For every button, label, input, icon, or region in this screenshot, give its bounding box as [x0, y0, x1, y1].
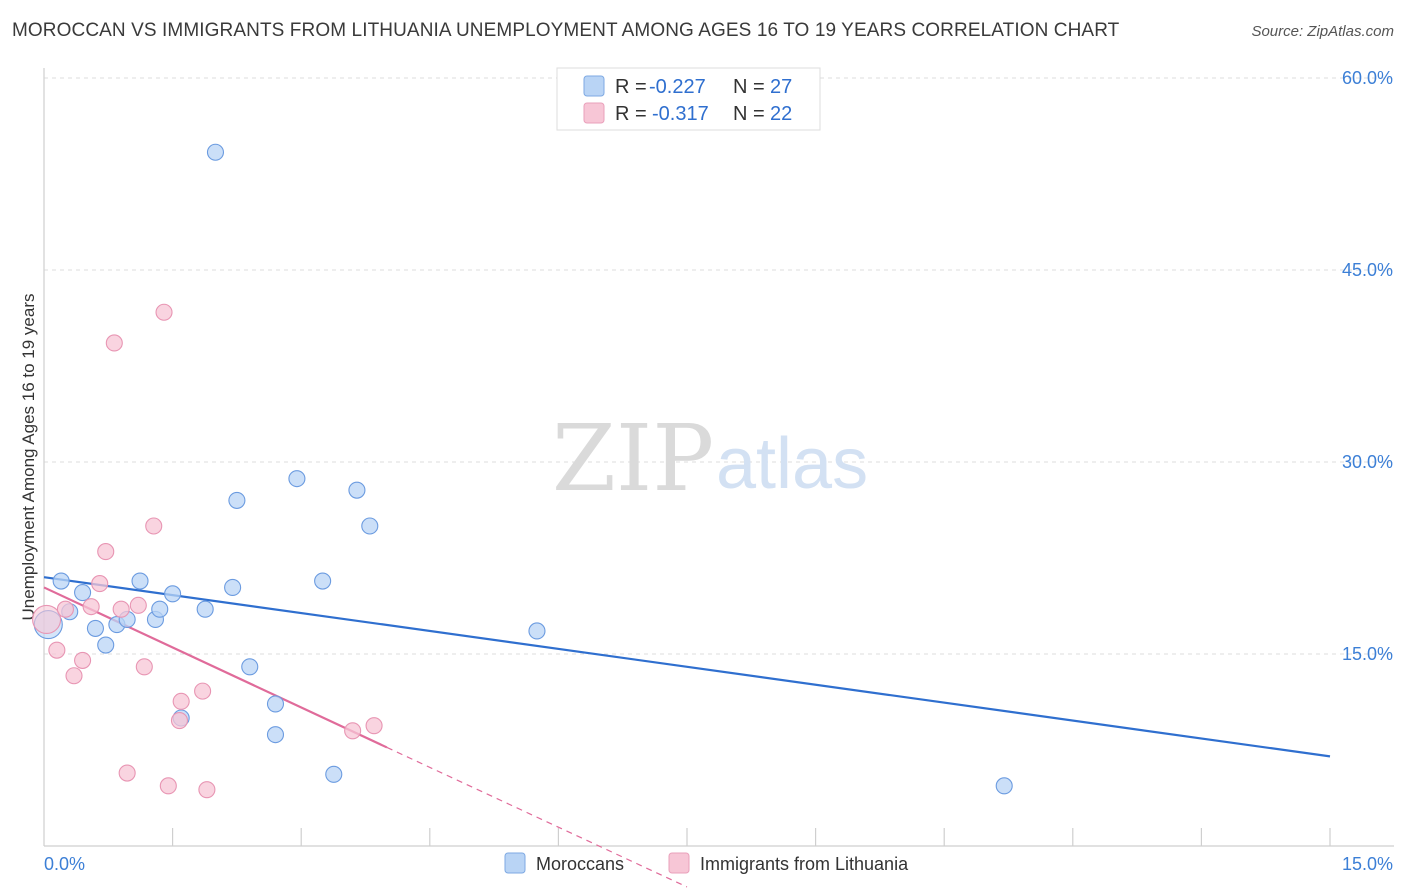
point-moroccans [131, 572, 149, 590]
point-lithuania [48, 641, 66, 659]
point-lithuania [32, 604, 62, 634]
point-moroccans [528, 622, 546, 640]
point-lithuania [74, 651, 92, 669]
point-moroccans [86, 619, 104, 637]
series-legend: Moroccans Immigrants from Lithuania [504, 852, 909, 874]
point-moroccans [361, 517, 379, 535]
trend-line-lithuania [43, 586, 388, 749]
point-lithuania [82, 598, 100, 616]
point-lithuania [118, 764, 136, 782]
y-tick-label: 30.0% [1342, 452, 1393, 472]
point-moroccans [995, 777, 1013, 795]
bottom-legend-swatch-lithuania [668, 852, 690, 874]
point-moroccans [196, 600, 214, 618]
chart-title: MOROCCAN VS IMMIGRANTS FROM LITHUANIA UN… [12, 20, 1120, 41]
point-moroccans [151, 600, 169, 618]
point-lithuania [105, 334, 123, 352]
y-tick-label: 45.0% [1342, 260, 1393, 280]
gridlines [44, 77, 1394, 655]
bottom-legend-label-moroccans: Moroccans [536, 854, 624, 874]
point-lithuania [194, 682, 212, 700]
point-lithuania [91, 575, 109, 593]
point-lithuania [56, 600, 74, 618]
trend-lines [43, 576, 1331, 888]
x-tick-label-max: 15.0% [1342, 854, 1393, 874]
legend-n-label-1: N = [733, 76, 765, 98]
point-moroccans [52, 572, 70, 590]
correlation-legend: R = -0.227 N = 27 R = -0.317 N = 22 [556, 67, 821, 131]
point-moroccans [74, 584, 92, 602]
point-lithuania [159, 777, 177, 795]
point-moroccans [314, 572, 332, 590]
point-lithuania [172, 692, 190, 710]
legend-r-label-2: R = [615, 103, 647, 125]
legend-r-value-2: -0.317 [652, 103, 709, 125]
trend-extension-lithuania [386, 746, 688, 888]
trend-line-moroccans [43, 576, 1331, 758]
point-lithuania [112, 600, 130, 618]
point-moroccans [325, 765, 343, 783]
point-moroccans [164, 585, 182, 603]
point-moroccans [97, 636, 115, 654]
point-lithuania [97, 543, 115, 561]
legend-swatch-moroccans [583, 75, 605, 97]
data-points [32, 143, 1013, 799]
bottom-legend-label-lithuania: Immigrants from Lithuania [700, 854, 909, 874]
watermark-zip: ZIP [552, 405, 714, 512]
x-ticks [172, 828, 1331, 846]
legend-n-value-1: 27 [770, 76, 792, 98]
legend-swatch-lithuania [583, 102, 605, 124]
point-lithuania [65, 667, 83, 685]
legend-r-label-1: R = [615, 76, 647, 98]
point-lithuania [365, 717, 383, 735]
source-label: Source: ZipAtlas.com [1251, 23, 1394, 40]
point-lithuania [198, 781, 216, 799]
y-tick-labels: 15.0% 30.0% 45.0% 60.0% [1342, 68, 1393, 664]
bottom-legend-swatch-moroccans [504, 852, 526, 874]
point-moroccans [206, 143, 225, 161]
point-moroccans [266, 695, 285, 713]
point-moroccans [228, 491, 246, 509]
point-lithuania [135, 658, 153, 676]
legend-n-value-2: 22 [770, 103, 792, 125]
point-lithuania [170, 712, 189, 730]
point-moroccans [348, 481, 366, 499]
point-moroccans [241, 658, 259, 676]
y-tick-label: 60.0% [1342, 68, 1393, 88]
point-lithuania [145, 517, 163, 535]
y-axis-label: Unemployment Among Ages 16 to 19 years [19, 294, 38, 621]
point-moroccans [266, 726, 285, 744]
point-moroccans [224, 578, 242, 596]
point-moroccans [288, 470, 306, 488]
legend-r-value-1: -0.227 [649, 76, 706, 98]
point-lithuania [155, 303, 173, 321]
point-lithuania [129, 596, 147, 614]
x-tick-labels: 0.0% 15.0% [44, 854, 1393, 874]
x-tick-label-min: 0.0% [44, 854, 85, 874]
point-lithuania [344, 722, 362, 740]
watermark-atlas: atlas [716, 424, 868, 504]
legend-n-label-2: N = [733, 103, 765, 125]
y-tick-label: 15.0% [1342, 644, 1393, 664]
watermark: ZIP atlas [552, 405, 868, 512]
